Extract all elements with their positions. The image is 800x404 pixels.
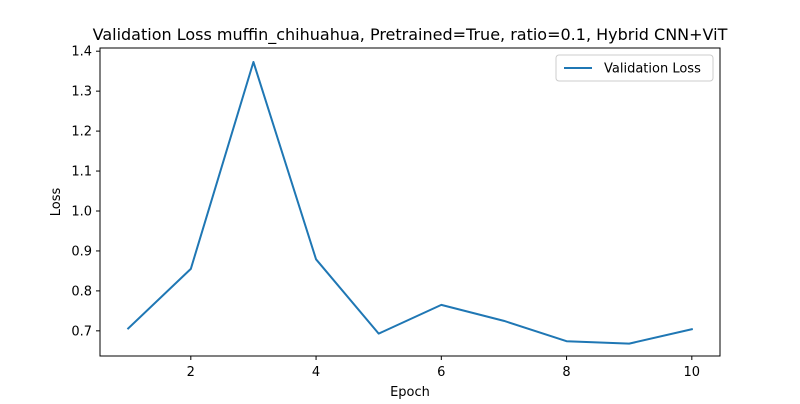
y-tick-label: 1.4	[71, 45, 92, 60]
y-tick-label: 0.7	[71, 324, 92, 339]
series-line-validation-loss	[126, 60, 694, 345]
y-tick-label: 1.1	[71, 165, 92, 180]
y-axis-ticks: 0.7 0.8 0.9 1.0 1.1 1.2 1.3 1.4	[71, 45, 100, 339]
legend: Validation Loss	[555, 54, 714, 82]
x-axis-label: Epoch	[390, 385, 430, 400]
legend-frame	[555, 54, 714, 82]
axes-frame	[99, 47, 721, 357]
y-tick-label: 1.0	[71, 204, 92, 219]
chart-title: Validation Loss muffin_chihuahua, Pretra…	[93, 25, 728, 45]
x-tick-label: 10	[684, 365, 701, 380]
y-tick-label: 0.8	[71, 284, 92, 299]
x-tick-label: 2	[187, 365, 195, 380]
y-tick-label: 1.3	[71, 85, 92, 100]
x-tick-label: 4	[312, 365, 320, 380]
y-tick-label: 0.9	[71, 244, 92, 259]
x-tick-label: 6	[437, 365, 445, 380]
x-axis-ticks: 2 4 6 8 10	[187, 356, 700, 380]
y-axis-label: Loss	[49, 188, 64, 217]
legend-label-validation-loss: Validation Loss	[604, 62, 701, 77]
x-tick-label: 8	[562, 365, 570, 380]
series-layer	[126, 60, 694, 345]
y-tick-label: 1.2	[71, 125, 92, 140]
